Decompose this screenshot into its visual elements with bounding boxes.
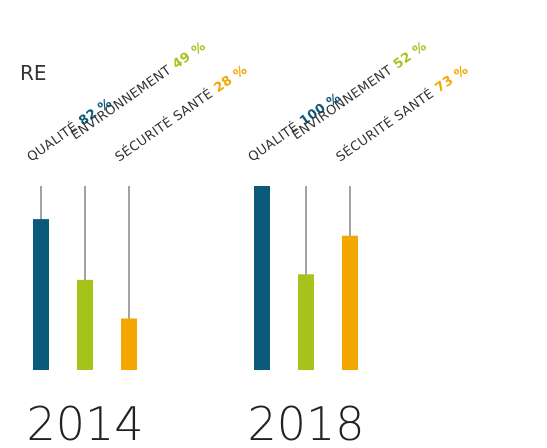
value-label: 52 %	[391, 39, 430, 72]
series-label: SÉCURITÉ SANTÉ28 %	[112, 62, 250, 165]
series-label: ENVIRONNEMENT52 %	[290, 39, 430, 143]
bar	[298, 274, 314, 370]
chart-title: RE	[20, 61, 47, 85]
value-label: 28 %	[212, 63, 251, 96]
year-label: 2018	[247, 397, 364, 448]
bar	[33, 219, 49, 370]
series-name: QUALITÉ	[24, 119, 81, 165]
value-label: 49 %	[170, 39, 209, 72]
bar	[342, 235, 358, 370]
series-name: QUALITÉ	[245, 119, 302, 165]
value-label: 73 %	[433, 63, 472, 96]
series-label: ENVIRONNEMENT49 %	[69, 39, 209, 143]
series-label: SÉCURITÉ SANTÉ73 %	[333, 62, 471, 165]
bar	[77, 279, 93, 370]
year-label: 2014	[26, 397, 143, 448]
bar	[121, 318, 137, 370]
bar	[254, 186, 270, 370]
